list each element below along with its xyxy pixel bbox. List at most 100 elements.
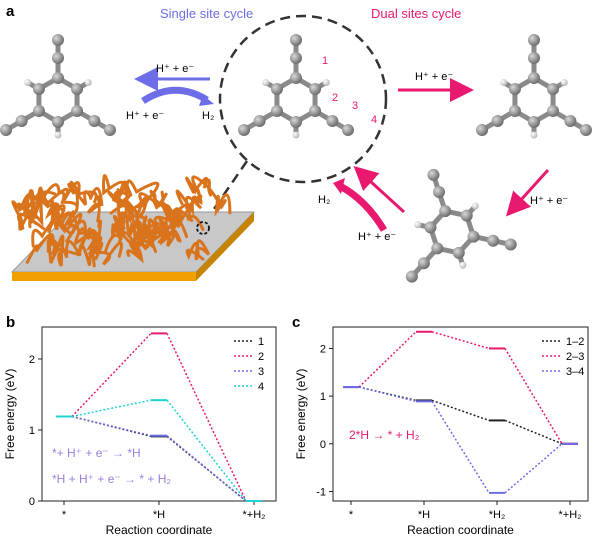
polymer-strand [185, 239, 211, 261]
carbon-atom [88, 115, 101, 127]
polymer-strand [174, 189, 203, 217]
carbon-atom [460, 209, 473, 222]
carbon-atom [52, 116, 64, 128]
carbon-atom [424, 221, 437, 234]
carbon-atom [417, 257, 430, 270]
hydrogen-atom [500, 79, 508, 86]
legend-label: 3 [258, 366, 264, 378]
carbon-atom [290, 72, 302, 84]
x-tick-label: *+H₂ [243, 509, 266, 521]
y-tick-label: 0 [320, 439, 326, 451]
polymer-strand [67, 180, 98, 206]
dual-site-arrow-2 [505, 168, 550, 217]
annotation-2: *H + H⁺ + e⁻ → * + H₂ [52, 472, 171, 486]
polymer-strand [110, 216, 126, 242]
carbon-atom [32, 83, 45, 95]
y-axis-label: Free energy (eV) [3, 369, 17, 460]
x-tick-label: *H [418, 509, 430, 521]
carbon-atom [564, 115, 577, 127]
series-connector [431, 399, 490, 422]
hydrogen-atom [292, 131, 300, 139]
single-top-reaction: H⁺ + e⁻ [156, 63, 194, 75]
series-connector [166, 333, 247, 502]
polymer-strand [23, 189, 43, 215]
x-tick-label: *H₂ [489, 509, 506, 521]
carbon-atom [431, 242, 444, 255]
carbon-atom [326, 115, 339, 127]
polymer-strand [123, 179, 161, 208]
legend-label: 2–3 [566, 351, 584, 363]
series-connector [166, 435, 247, 502]
panel-a-label: a [6, 3, 15, 20]
polymer-strand [46, 238, 80, 267]
series-connector [431, 331, 490, 350]
series-connector [71, 399, 152, 418]
y-tick-label: 1 [320, 391, 326, 403]
panel-b: b 0 1 2 * *H *+H₂ Reaction coordinate Free ener… [3, 314, 277, 537]
site-label-3: 3 [352, 100, 358, 112]
carbon-atom [290, 116, 302, 128]
polymer-strand [161, 201, 194, 229]
series-connector [358, 331, 417, 388]
chart-c: -1 0 1 2 * *H *H₂ *+H₂ Reaction coordinate Free e… [294, 326, 589, 537]
chart-b: 0 1 2 * *H *+H₂ Reaction coordinate Free energy… [3, 326, 277, 537]
single-site-title: Single site cycle [160, 6, 253, 21]
carbon-atom [341, 124, 354, 136]
series-connector [504, 348, 563, 445]
molecule-icon [476, 34, 592, 139]
dual-site-release-arrow [338, 182, 388, 232]
legend-label: 1 [258, 336, 264, 348]
single-product: H₂ [202, 110, 214, 122]
polymer-strand [91, 219, 104, 260]
carbon-atom [528, 72, 540, 84]
annotation-1: *+ H⁺ + e⁻ → *H [52, 446, 141, 460]
hydrogen-atom [471, 202, 479, 210]
carbon-atom [309, 105, 322, 117]
site-label-4: 4 [371, 114, 377, 126]
carbon-atom [427, 168, 440, 181]
molecule-icon [238, 34, 354, 139]
carbon-atom [290, 34, 302, 46]
x-tick-label: * [62, 509, 67, 521]
hydrogen-atom [84, 79, 92, 86]
y-tick-label: 2 [320, 343, 326, 355]
series-connector [431, 400, 490, 494]
polymer-strand [147, 224, 182, 247]
dual-top-reaction: H⁺ + e⁻ [415, 71, 453, 83]
series-connector [504, 419, 563, 445]
polymer-strand [31, 219, 78, 248]
carbon-atom [15, 115, 28, 127]
panel-c-label: c [292, 314, 300, 331]
carbon-atom [504, 238, 517, 251]
polymer-strand [41, 181, 81, 207]
carbon-atom [71, 105, 84, 117]
single-bottom-reaction: H⁺ + e⁻ [126, 110, 164, 122]
carbon-atom [238, 124, 251, 136]
carbon-atom [439, 205, 452, 218]
molecule-icon [405, 168, 517, 283]
dual-sites-title: Dual sites cycle [371, 6, 461, 21]
carbon-atom [52, 72, 64, 84]
polymer-strand [207, 187, 232, 217]
molecule-icon [0, 34, 116, 139]
dual-product: H₂ [318, 194, 330, 206]
carbon-atom [32, 105, 45, 117]
single-site-return-arrowhead [199, 95, 214, 106]
carbon-atom [270, 83, 283, 95]
hydrogen-atom [560, 79, 568, 86]
polymer-strand [56, 207, 87, 237]
series-connector [358, 386, 417, 403]
polymer-strand [11, 200, 44, 227]
carbon-atom [405, 270, 418, 283]
x-tick-label: *+H₂ [559, 509, 582, 521]
hydrogen-atom [24, 79, 32, 86]
carbon-atom [508, 105, 521, 117]
y-tick-label: 2 [29, 354, 35, 366]
x-tick-label: *H [153, 509, 165, 521]
y-tick-label: 0 [29, 496, 35, 508]
carbon-atom [579, 124, 592, 136]
panel-a: a Single site cycle Dual sites cycle 1 2… [0, 3, 592, 283]
carbon-atom [528, 34, 540, 46]
series-connector [504, 443, 563, 494]
